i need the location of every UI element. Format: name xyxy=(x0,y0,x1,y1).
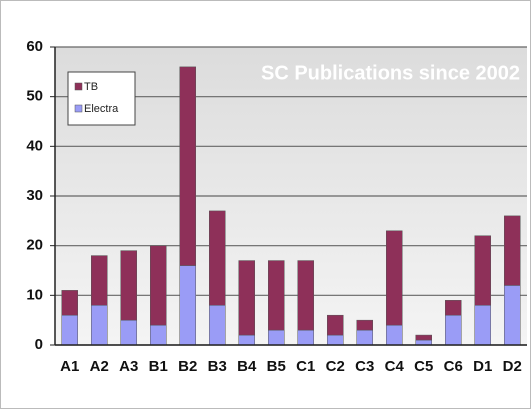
chart-title: SC Publications since 2002 xyxy=(261,62,520,84)
x-tick-label: C3 xyxy=(355,358,374,375)
bar-segment xyxy=(61,314,78,346)
x-tick-label: A3 xyxy=(119,358,138,375)
bar-segment xyxy=(150,245,167,326)
legend xyxy=(67,71,136,126)
legend-swatch xyxy=(74,82,83,91)
x-tick-label: C6 xyxy=(444,358,463,375)
x-tick-label: B1 xyxy=(149,358,168,375)
bar-segment xyxy=(91,305,108,346)
x-tick-label: C4 xyxy=(385,358,405,375)
legend-label: TB xyxy=(84,81,98,93)
bar-segment xyxy=(445,300,462,316)
x-tick-label: C1 xyxy=(296,358,315,375)
bar-segment xyxy=(179,265,196,346)
bar-segment xyxy=(120,250,137,321)
bar-segment xyxy=(238,334,255,346)
bar-segment xyxy=(268,260,285,331)
bar-segment xyxy=(238,260,255,336)
bar-segment xyxy=(91,255,108,306)
bar-segment xyxy=(150,324,167,346)
bar-segment xyxy=(474,235,491,306)
x-tick-label: B2 xyxy=(178,358,197,375)
bar-segment xyxy=(504,215,521,286)
x-tick-label: C5 xyxy=(414,358,433,375)
bar-segment xyxy=(327,334,344,346)
legend-label: Electra xyxy=(84,103,119,115)
x-tick-label: B3 xyxy=(208,358,227,375)
bar-segment xyxy=(356,329,373,346)
bar-segment xyxy=(386,324,403,346)
bar-segment xyxy=(179,66,196,266)
x-tick-label: B4 xyxy=(237,358,257,375)
bar-segment xyxy=(504,285,521,346)
y-tick-label: 0 xyxy=(35,336,43,353)
bar-segment xyxy=(209,305,226,346)
bar-segment xyxy=(268,329,285,346)
bar-segment xyxy=(61,290,78,316)
bar-segment xyxy=(209,210,226,306)
x-tick-label: D1 xyxy=(473,358,492,375)
bar-segment xyxy=(120,319,137,346)
bar-segment xyxy=(415,334,432,341)
legend-swatch xyxy=(74,104,83,113)
bar-segment xyxy=(297,260,314,331)
y-tick-label: 50 xyxy=(26,88,43,105)
y-tick-label: 60 xyxy=(26,38,43,55)
bar-segment xyxy=(386,230,403,326)
bar-segment xyxy=(327,314,344,336)
y-tick-label: 20 xyxy=(26,237,43,254)
bar-segment xyxy=(445,314,462,346)
x-tick-label: B5 xyxy=(267,358,286,375)
x-tick-label: D2 xyxy=(503,358,522,375)
bar-segment xyxy=(356,319,373,331)
y-tick-label: 40 xyxy=(26,137,43,154)
y-tick-label: 10 xyxy=(26,286,43,303)
y-tick-label: 30 xyxy=(26,187,43,204)
x-tick-label: A1 xyxy=(60,358,79,375)
bar-segment xyxy=(297,329,314,346)
bar-segment xyxy=(474,305,491,346)
x-tick-label: A2 xyxy=(90,358,109,375)
x-tick-label: C2 xyxy=(326,358,345,375)
